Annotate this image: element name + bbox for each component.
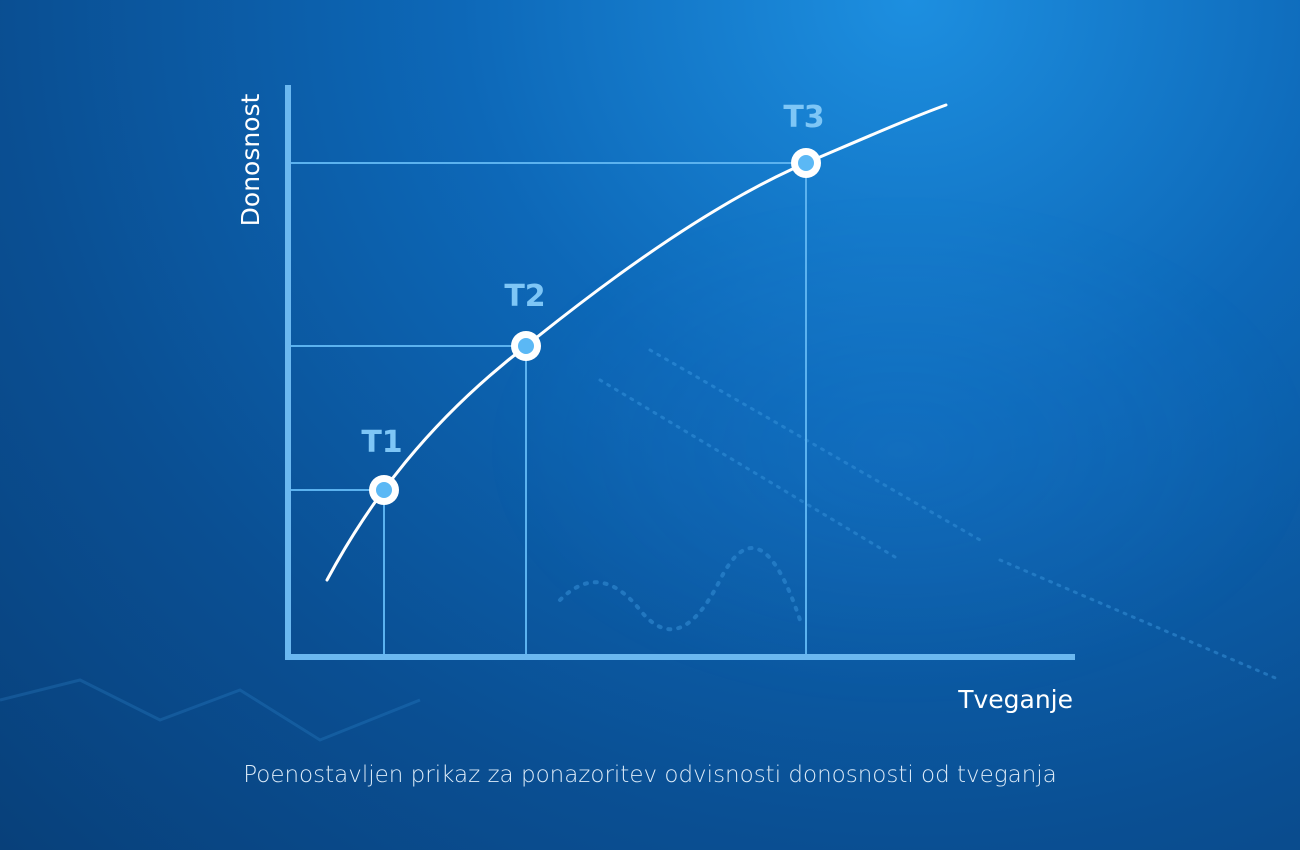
x-axis-label: Tveganje <box>957 685 1073 714</box>
risk-return-curve <box>325 103 948 582</box>
diagram-caption: Poenostavljen prikaz za ponazoritev odvi… <box>243 762 1057 788</box>
point-t2 <box>511 331 541 361</box>
axes <box>285 85 1075 660</box>
point-t1 <box>369 475 399 505</box>
background-decoration <box>0 190 1300 742</box>
y-axis-label: Donosnost <box>236 93 265 226</box>
point-label-t3: T3 <box>783 100 824 135</box>
point-label-t2: T2 <box>504 279 545 314</box>
point-label-t1: T1 <box>361 425 402 460</box>
guide-lines <box>291 162 807 656</box>
point-t3 <box>791 148 821 178</box>
